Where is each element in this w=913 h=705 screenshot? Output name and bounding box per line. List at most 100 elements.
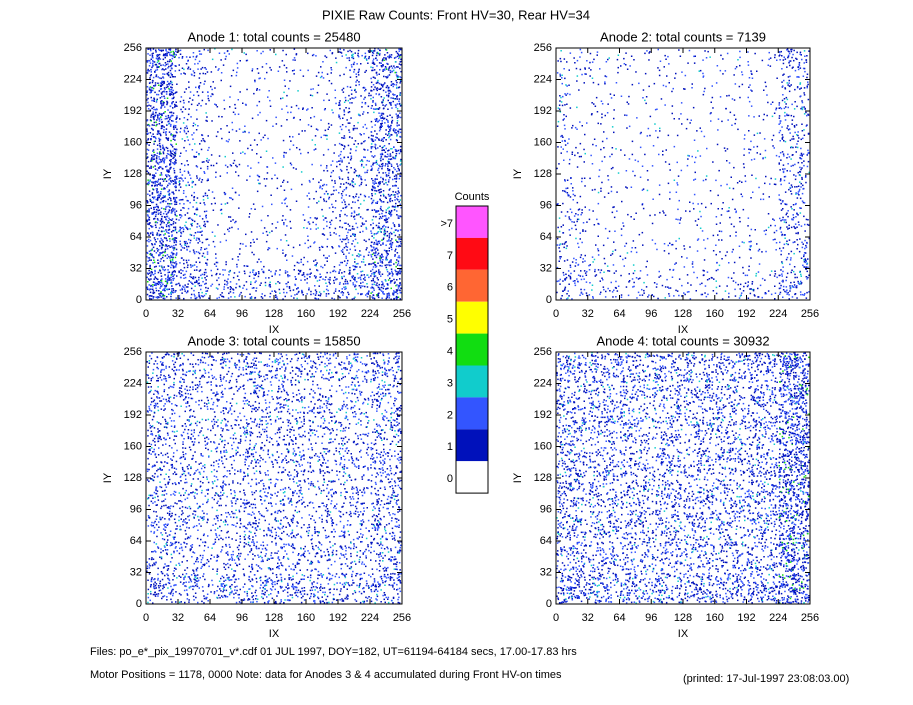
count-dot (164, 208, 167, 210)
count-dot (251, 251, 253, 254)
count-dot (158, 90, 161, 92)
count-dot (146, 276, 148, 279)
count-dot (165, 180, 168, 182)
count-dot (322, 184, 324, 187)
count-dot (161, 239, 164, 241)
count-dot (173, 156, 175, 159)
count-dot (393, 231, 395, 234)
count-dot (183, 288, 186, 290)
count-dot (191, 219, 194, 222)
count-dot (387, 181, 390, 183)
count-dot (797, 231, 799, 234)
count-dot (187, 113, 190, 116)
count-dot (381, 212, 383, 215)
count-dot (256, 144, 258, 146)
count-dot (178, 189, 180, 192)
count-dot (628, 273, 630, 275)
count-dot (577, 264, 579, 266)
count-dot (168, 131, 171, 133)
count-dot (400, 158, 402, 161)
count-dot (321, 75, 323, 78)
count-dot (350, 157, 353, 159)
count-dot (689, 246, 691, 248)
count-dot (276, 177, 279, 180)
count-dot (575, 262, 577, 264)
count-dot (256, 104, 258, 107)
count-dot (703, 259, 706, 261)
count-dot (394, 61, 397, 63)
count-dot (199, 177, 201, 180)
count-dot (395, 270, 397, 273)
count-dot (174, 211, 176, 214)
count-dot (194, 123, 197, 126)
count-dot (156, 198, 159, 200)
count-dot (149, 194, 151, 197)
count-dot (302, 273, 305, 276)
count-dot (146, 94, 148, 96)
count-dot (371, 168, 373, 171)
count-dot (335, 57, 337, 59)
count-dot (787, 228, 789, 230)
count-dot (160, 237, 162, 240)
count-dot (333, 266, 336, 268)
count-dot (635, 212, 637, 214)
count-dot (340, 170, 343, 172)
count-dot (345, 181, 348, 184)
count-dot (384, 219, 387, 222)
count-dot (624, 257, 627, 259)
count-dot (166, 282, 169, 285)
count-dot (163, 69, 165, 71)
count-dot (347, 99, 350, 102)
count-dot (168, 193, 171, 195)
count-dot (315, 228, 317, 230)
count-dot (239, 248, 241, 250)
count-dot (347, 231, 349, 234)
count-dot (306, 195, 308, 197)
count-dot (801, 246, 804, 249)
count-dot (349, 248, 351, 251)
count-dot (200, 105, 202, 107)
count-dot (194, 63, 196, 65)
count-dot (390, 102, 392, 104)
count-dot (165, 237, 167, 239)
count-dot (381, 117, 383, 119)
count-dot (219, 294, 222, 296)
count-dot (175, 91, 178, 93)
count-dot (293, 116, 295, 119)
count-dot (374, 77, 376, 79)
count-dot (394, 199, 396, 201)
count-dot (159, 220, 162, 222)
count-dot (170, 260, 172, 263)
count-dot (150, 254, 152, 256)
count-dot (173, 170, 176, 172)
count-dot (346, 249, 348, 251)
count-dot (147, 232, 149, 235)
count-dot (350, 215, 353, 217)
count-dot (390, 242, 392, 244)
count-dot (191, 99, 194, 101)
density-cell (146, 268, 178, 300)
count-dot (800, 282, 803, 284)
density-cell (211, 207, 240, 237)
count-dot (350, 117, 352, 119)
count-dot (211, 58, 214, 61)
count-dot (226, 166, 229, 168)
count-dot (381, 239, 383, 241)
count-dot (390, 104, 392, 106)
count-dot (153, 284, 156, 286)
count-dot (157, 132, 160, 135)
count-dot (257, 72, 260, 74)
count-dot (325, 200, 328, 203)
count-dot (392, 151, 394, 154)
count-dot (159, 84, 162, 87)
count-dot (645, 286, 648, 288)
count-dot (265, 119, 268, 122)
count-dot (358, 81, 360, 83)
count-dot (149, 297, 151, 300)
count-dot (395, 180, 397, 183)
count-dot (327, 122, 330, 125)
count-dot (726, 210, 729, 213)
count-dot (171, 74, 173, 76)
count-dot (686, 274, 689, 276)
count-dot (204, 67, 206, 69)
